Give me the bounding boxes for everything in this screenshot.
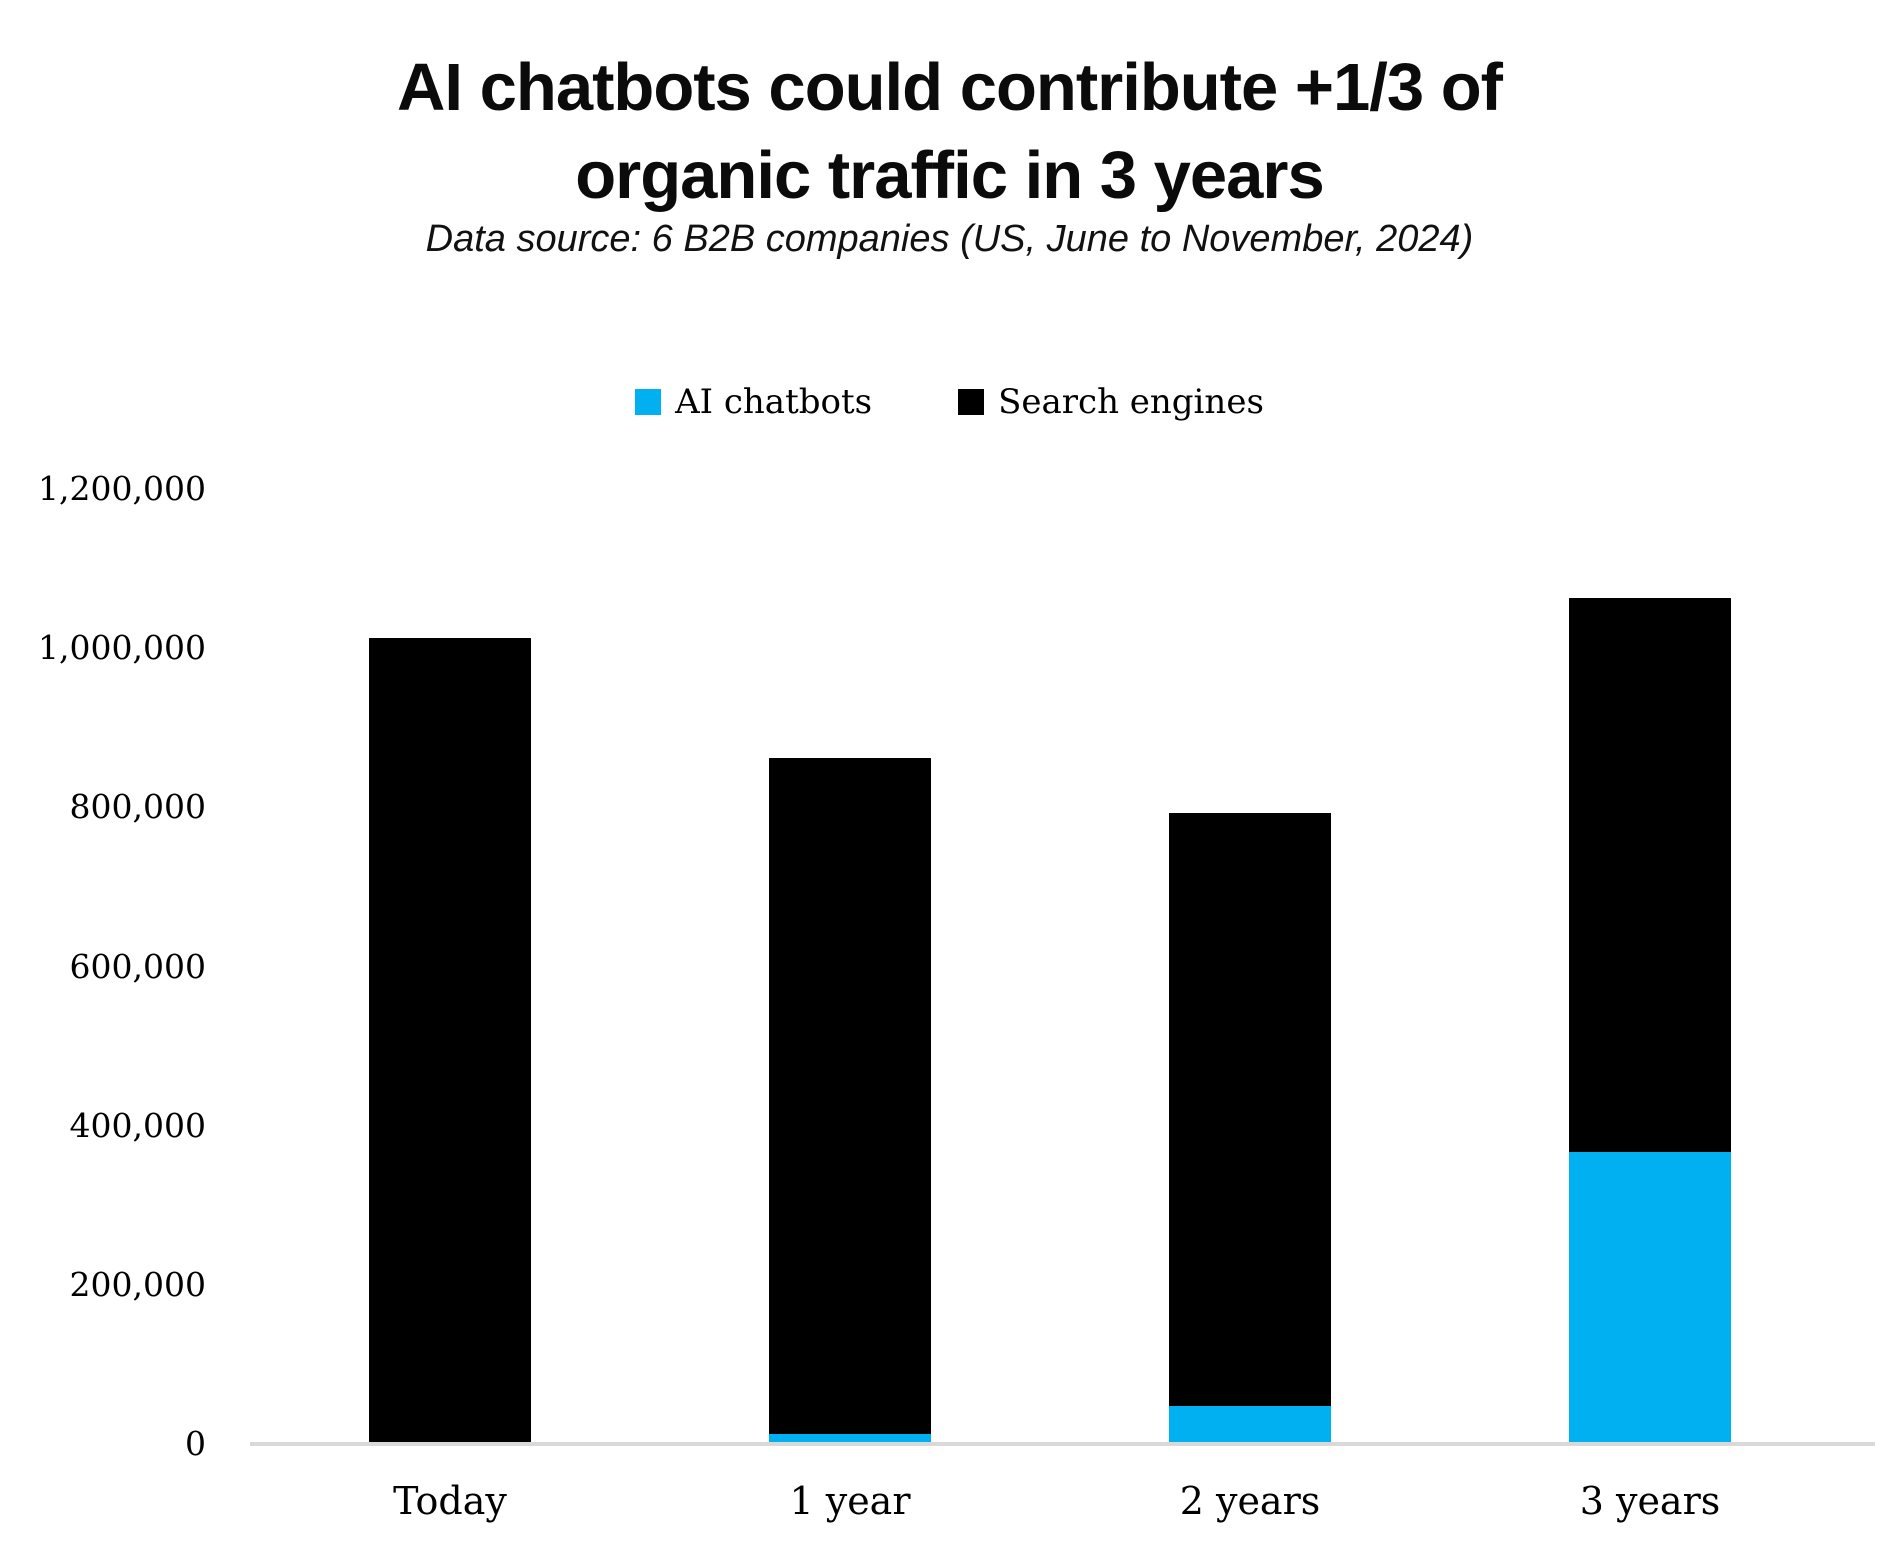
y-tick-label-1000000: 1,000,000 xyxy=(38,628,206,668)
chart-title-line2: organic traffic in 3 years xyxy=(575,138,1325,213)
legend-item-ai-chatbots: AI chatbots xyxy=(635,382,872,422)
y-tick-label-1200000: 1,200,000 xyxy=(38,469,206,508)
bar-segment-ai-chatbots xyxy=(1569,1151,1731,1442)
chart-title: AI chatbots could contribute +1/3 of org… xyxy=(0,44,1899,220)
x-tick-label-2-years: 2 years xyxy=(1179,1479,1321,1523)
x-tick-label-today: Today xyxy=(393,1479,507,1523)
bar-segment-search-engines xyxy=(1569,598,1731,1152)
bar-today xyxy=(369,638,531,1442)
y-tick-label-200000: 200,000 xyxy=(69,1264,206,1304)
legend-label: Search engines xyxy=(998,382,1264,422)
y-tick-label-800000: 800,000 xyxy=(69,787,206,827)
y-tick-label-600000: 600,000 xyxy=(69,946,206,986)
bar-2-years xyxy=(1169,813,1331,1442)
legend-swatch-icon xyxy=(635,389,662,415)
legend-swatch-icon xyxy=(958,389,985,415)
bar-3-years xyxy=(1569,598,1731,1442)
bar-segment-search-engines xyxy=(1169,813,1331,1407)
bar-segment-ai-chatbots xyxy=(1169,1406,1331,1442)
chart-title-line1: AI chatbots could contribute +1/3 of xyxy=(397,50,1503,125)
legend-label: AI chatbots xyxy=(675,382,873,422)
x-tick-label-3-years: 3 years xyxy=(1579,1479,1721,1523)
bar-segment-ai-chatbots xyxy=(769,1434,931,1442)
legend-item-search-engines: Search engines xyxy=(958,382,1264,422)
x-axis-line xyxy=(250,1442,1875,1446)
bar-segment-search-engines xyxy=(769,757,931,1435)
x-tick-label-1-year: 1 year xyxy=(789,1479,911,1523)
chart-legend: AI chatbots Search engines xyxy=(0,380,1899,424)
bar-1-year xyxy=(769,757,931,1442)
y-tick-label-400000: 400,000 xyxy=(69,1105,206,1145)
bar-segment-search-engines xyxy=(369,638,531,1442)
y-tick-label-0: 0 xyxy=(185,1424,206,1463)
chart-subtitle: Data source: 6 B2B companies (US, June t… xyxy=(425,218,1474,260)
